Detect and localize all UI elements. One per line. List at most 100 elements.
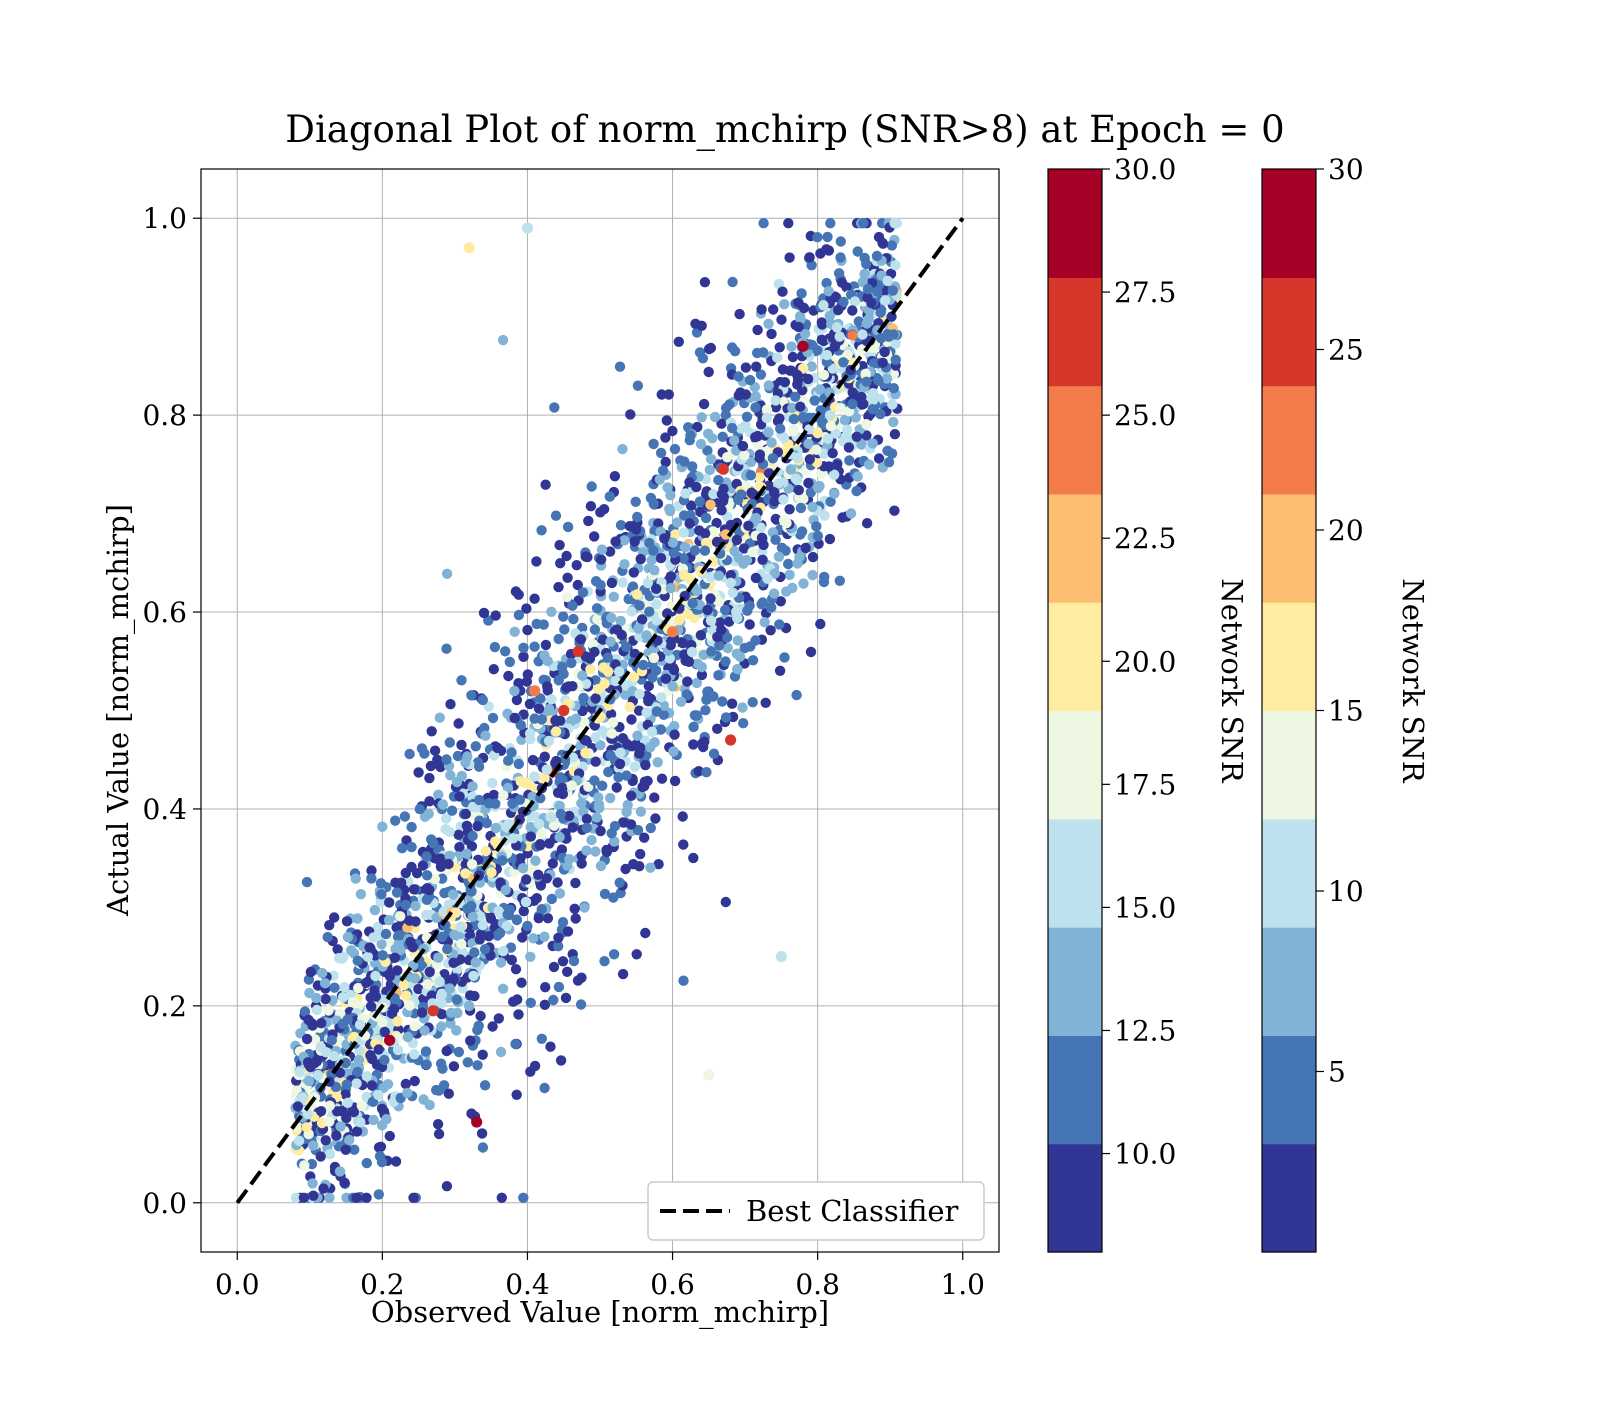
- scatter-point: [775, 596, 786, 607]
- scatter-point: [834, 331, 845, 342]
- scatter-point: [685, 500, 697, 511]
- scatter-point: [334, 1166, 346, 1177]
- scatter-point: [317, 967, 328, 979]
- scatter-point: [708, 556, 719, 567]
- colorbar-segment: [1048, 277, 1102, 387]
- scatter-point: [312, 1070, 324, 1081]
- scatter-point: [477, 694, 488, 706]
- scatter-point: [750, 572, 762, 584]
- scatter-point: [812, 482, 824, 494]
- scatter-point: [428, 838, 439, 849]
- scatter-point: [856, 439, 867, 450]
- scatter-point: [561, 591, 573, 603]
- scatter-point: [738, 558, 749, 569]
- scatter-point: [630, 496, 641, 507]
- scatter-point: [858, 218, 869, 229]
- scatter-point: [442, 943, 453, 955]
- scatter-point: [342, 1014, 353, 1025]
- scatter-point: [299, 1006, 311, 1017]
- colorbar-segment: [1048, 1035, 1102, 1145]
- scatter-point: [606, 728, 618, 739]
- scatter-point: [424, 796, 435, 807]
- scatter-point-highlight: [384, 1034, 396, 1046]
- scatter-point: [590, 732, 601, 743]
- scatter-point: [541, 873, 552, 884]
- scatter-point: [530, 855, 541, 866]
- scatter-point: [585, 664, 596, 675]
- scatter-point: [477, 1049, 488, 1061]
- scatter-point: [774, 619, 785, 630]
- scatter-point: [708, 488, 719, 500]
- scatter-point: [553, 941, 564, 952]
- scatter-point: [759, 617, 770, 628]
- scatter-point: [506, 747, 517, 758]
- scatter-point: [307, 1178, 318, 1189]
- scatter-point: [365, 1050, 376, 1061]
- scatter-point: [545, 812, 557, 823]
- scatter-point: [768, 304, 779, 315]
- scatter-point: [717, 431, 728, 442]
- scatter-point: [629, 536, 640, 547]
- scatter-point: [634, 748, 645, 759]
- scatter-point: [640, 759, 651, 771]
- scatter-point: [606, 612, 617, 623]
- scatter-point: [461, 848, 472, 859]
- scatter-point: [624, 701, 635, 713]
- scatter-point: [433, 952, 444, 963]
- scatter-point: [704, 464, 715, 476]
- scatter-point: [495, 1046, 507, 1058]
- scatter-point: [872, 286, 883, 297]
- colorbar-segment: [1262, 927, 1316, 1036]
- scatter-point: [818, 576, 830, 588]
- colorbar-segment: [1262, 818, 1316, 928]
- scatter-point: [632, 730, 643, 741]
- scatter-point: [509, 626, 520, 637]
- scatter-point-highlight: [558, 704, 570, 717]
- colorbar-segment: [1048, 493, 1102, 603]
- scatter-point: [466, 690, 477, 701]
- scatter-point: [529, 593, 540, 604]
- scatter-point: [413, 983, 424, 995]
- scatter-point: [557, 956, 569, 967]
- scatter-point: [686, 646, 698, 658]
- scatter-point: [688, 721, 699, 733]
- scatter-point: [539, 751, 550, 762]
- colorbar-tick-label: 15.0: [1114, 891, 1176, 924]
- scatter-point: [508, 996, 519, 1007]
- scatter-point: [290, 1192, 302, 1204]
- scatter-point: [682, 689, 693, 701]
- scatter-point: [614, 666, 625, 677]
- scatter-point: [794, 551, 805, 563]
- scatter-point: [498, 790, 509, 801]
- scatter-point: [708, 526, 719, 537]
- scatter-point: [558, 611, 569, 622]
- scatter-point: [413, 767, 424, 778]
- colorbar-frame: [1047, 168, 1103, 1253]
- scatter-point: [460, 868, 471, 879]
- scatter-point: [455, 921, 466, 933]
- scatter-point: [595, 579, 606, 591]
- scatter-point: [340, 1057, 351, 1069]
- x-axis-ticks: 0.0 0.2 0.4 0.6 0.8 1.0: [215, 1252, 985, 1301]
- scatter-point: [792, 452, 803, 464]
- scatter-point: [518, 1192, 529, 1204]
- scatter-point: [775, 423, 786, 434]
- scatter-point: [833, 304, 844, 316]
- scatter-point: [405, 936, 416, 948]
- scatter-point: [635, 848, 646, 860]
- scatter-point: [341, 1079, 352, 1090]
- scatter-point: [647, 672, 658, 683]
- scatter-point: [886, 240, 898, 251]
- scatter-point: [668, 746, 679, 757]
- scatter-point: [395, 911, 406, 922]
- scatter-point: [450, 907, 462, 918]
- scatter-points: [290, 218, 903, 1204]
- scatter-point: [451, 1025, 462, 1036]
- scatter-point: [763, 427, 774, 438]
- scatter-point: [620, 641, 632, 652]
- scatter-point: [384, 897, 395, 908]
- scatter-point: [641, 630, 652, 641]
- scatter-point: [818, 335, 829, 347]
- scatter-point: [625, 409, 636, 420]
